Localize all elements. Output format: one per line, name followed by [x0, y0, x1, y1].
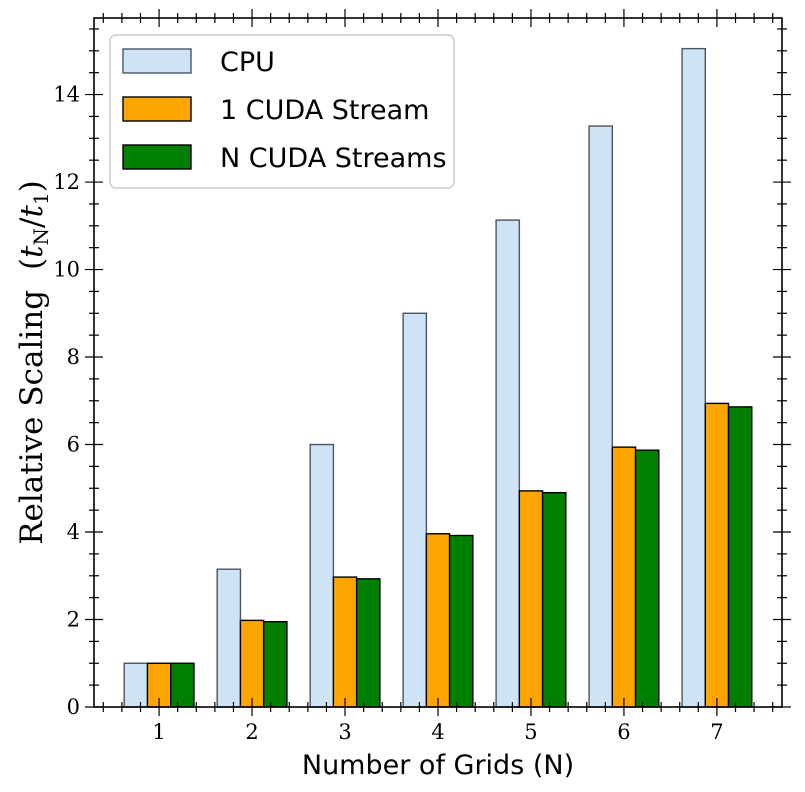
bar-cpu-n4 [402, 312, 428, 708]
x-tick-label: 3 [338, 720, 351, 744]
y-axis-title-text: Relative Scaling [14, 290, 50, 545]
plot-frame [93, 17, 783, 708]
y-tick-label: 14 [53, 83, 80, 107]
y-axis-title-group: Relative Scaling (tN/t1) [14, 180, 53, 545]
bar-cpu-n1 [123, 662, 149, 708]
bar-cpu-n5 [495, 219, 521, 708]
y-tick-label: 6 [67, 433, 80, 457]
x-tick-label: 1 [152, 720, 165, 744]
x-tick-label: 6 [617, 720, 630, 744]
y-tick-label: 8 [67, 345, 80, 369]
bar-n-cuda-streams-n3 [355, 578, 381, 708]
y-axis-title-math: (tN/t1) [14, 180, 53, 270]
x-axis-title: Number of Grids (N) [302, 750, 574, 781]
y-axis-title: Relative Scaling (tN/t1) [14, 180, 53, 545]
bar-1-cuda-stream-n3 [332, 576, 358, 708]
bar-n-cuda-streams-n2 [262, 620, 288, 708]
bar-1-cuda-stream-n4 [425, 533, 451, 708]
bar-1-cuda-stream-n7 [704, 402, 730, 708]
bar-1-cuda-stream-n5 [518, 490, 544, 708]
bar-cpu-n7 [681, 47, 706, 708]
legend-swatch-n-cuda-streams [122, 144, 192, 170]
x-tick-label: 5 [524, 720, 537, 744]
legend-label-cpu: CPU [220, 47, 275, 78]
y-tick-label: 2 [67, 608, 80, 632]
y-tick-label: 12 [53, 170, 80, 194]
bar-n-cuda-streams-n1 [170, 662, 195, 708]
x-tick-label: 2 [245, 720, 258, 744]
bar-1-cuda-stream-n2 [239, 619, 265, 708]
legend-swatch-cpu [122, 48, 192, 74]
bar-1-cuda-stream-n6 [611, 446, 637, 708]
legend: CPU 1 CUDA Stream N CUDA Streams [109, 34, 455, 189]
bar-n-cuda-streams-n7 [727, 406, 753, 708]
bar-n-cuda-streams-n6 [634, 449, 660, 708]
bar-cpu-n2 [216, 568, 242, 708]
x-tick-label: 4 [431, 720, 444, 744]
y-tick-label: 4 [67, 520, 80, 544]
bar-n-cuda-streams-n5 [541, 491, 567, 708]
x-tick-label: 7 [710, 720, 723, 744]
bar-cpu-n3 [309, 443, 335, 708]
legend-box [109, 34, 455, 189]
legend-label-n-cuda-streams: N CUDA Streams [220, 143, 447, 174]
y-tick-label: 10 [53, 258, 80, 282]
y-tick-label: 0 [67, 695, 80, 719]
legend-swatch-1-cuda-stream [122, 96, 192, 122]
legend-label-1-cuda-stream: 1 CUDA Stream [220, 95, 429, 126]
bar-cpu-n6 [588, 125, 614, 708]
bar-n-cuda-streams-n4 [448, 534, 474, 708]
